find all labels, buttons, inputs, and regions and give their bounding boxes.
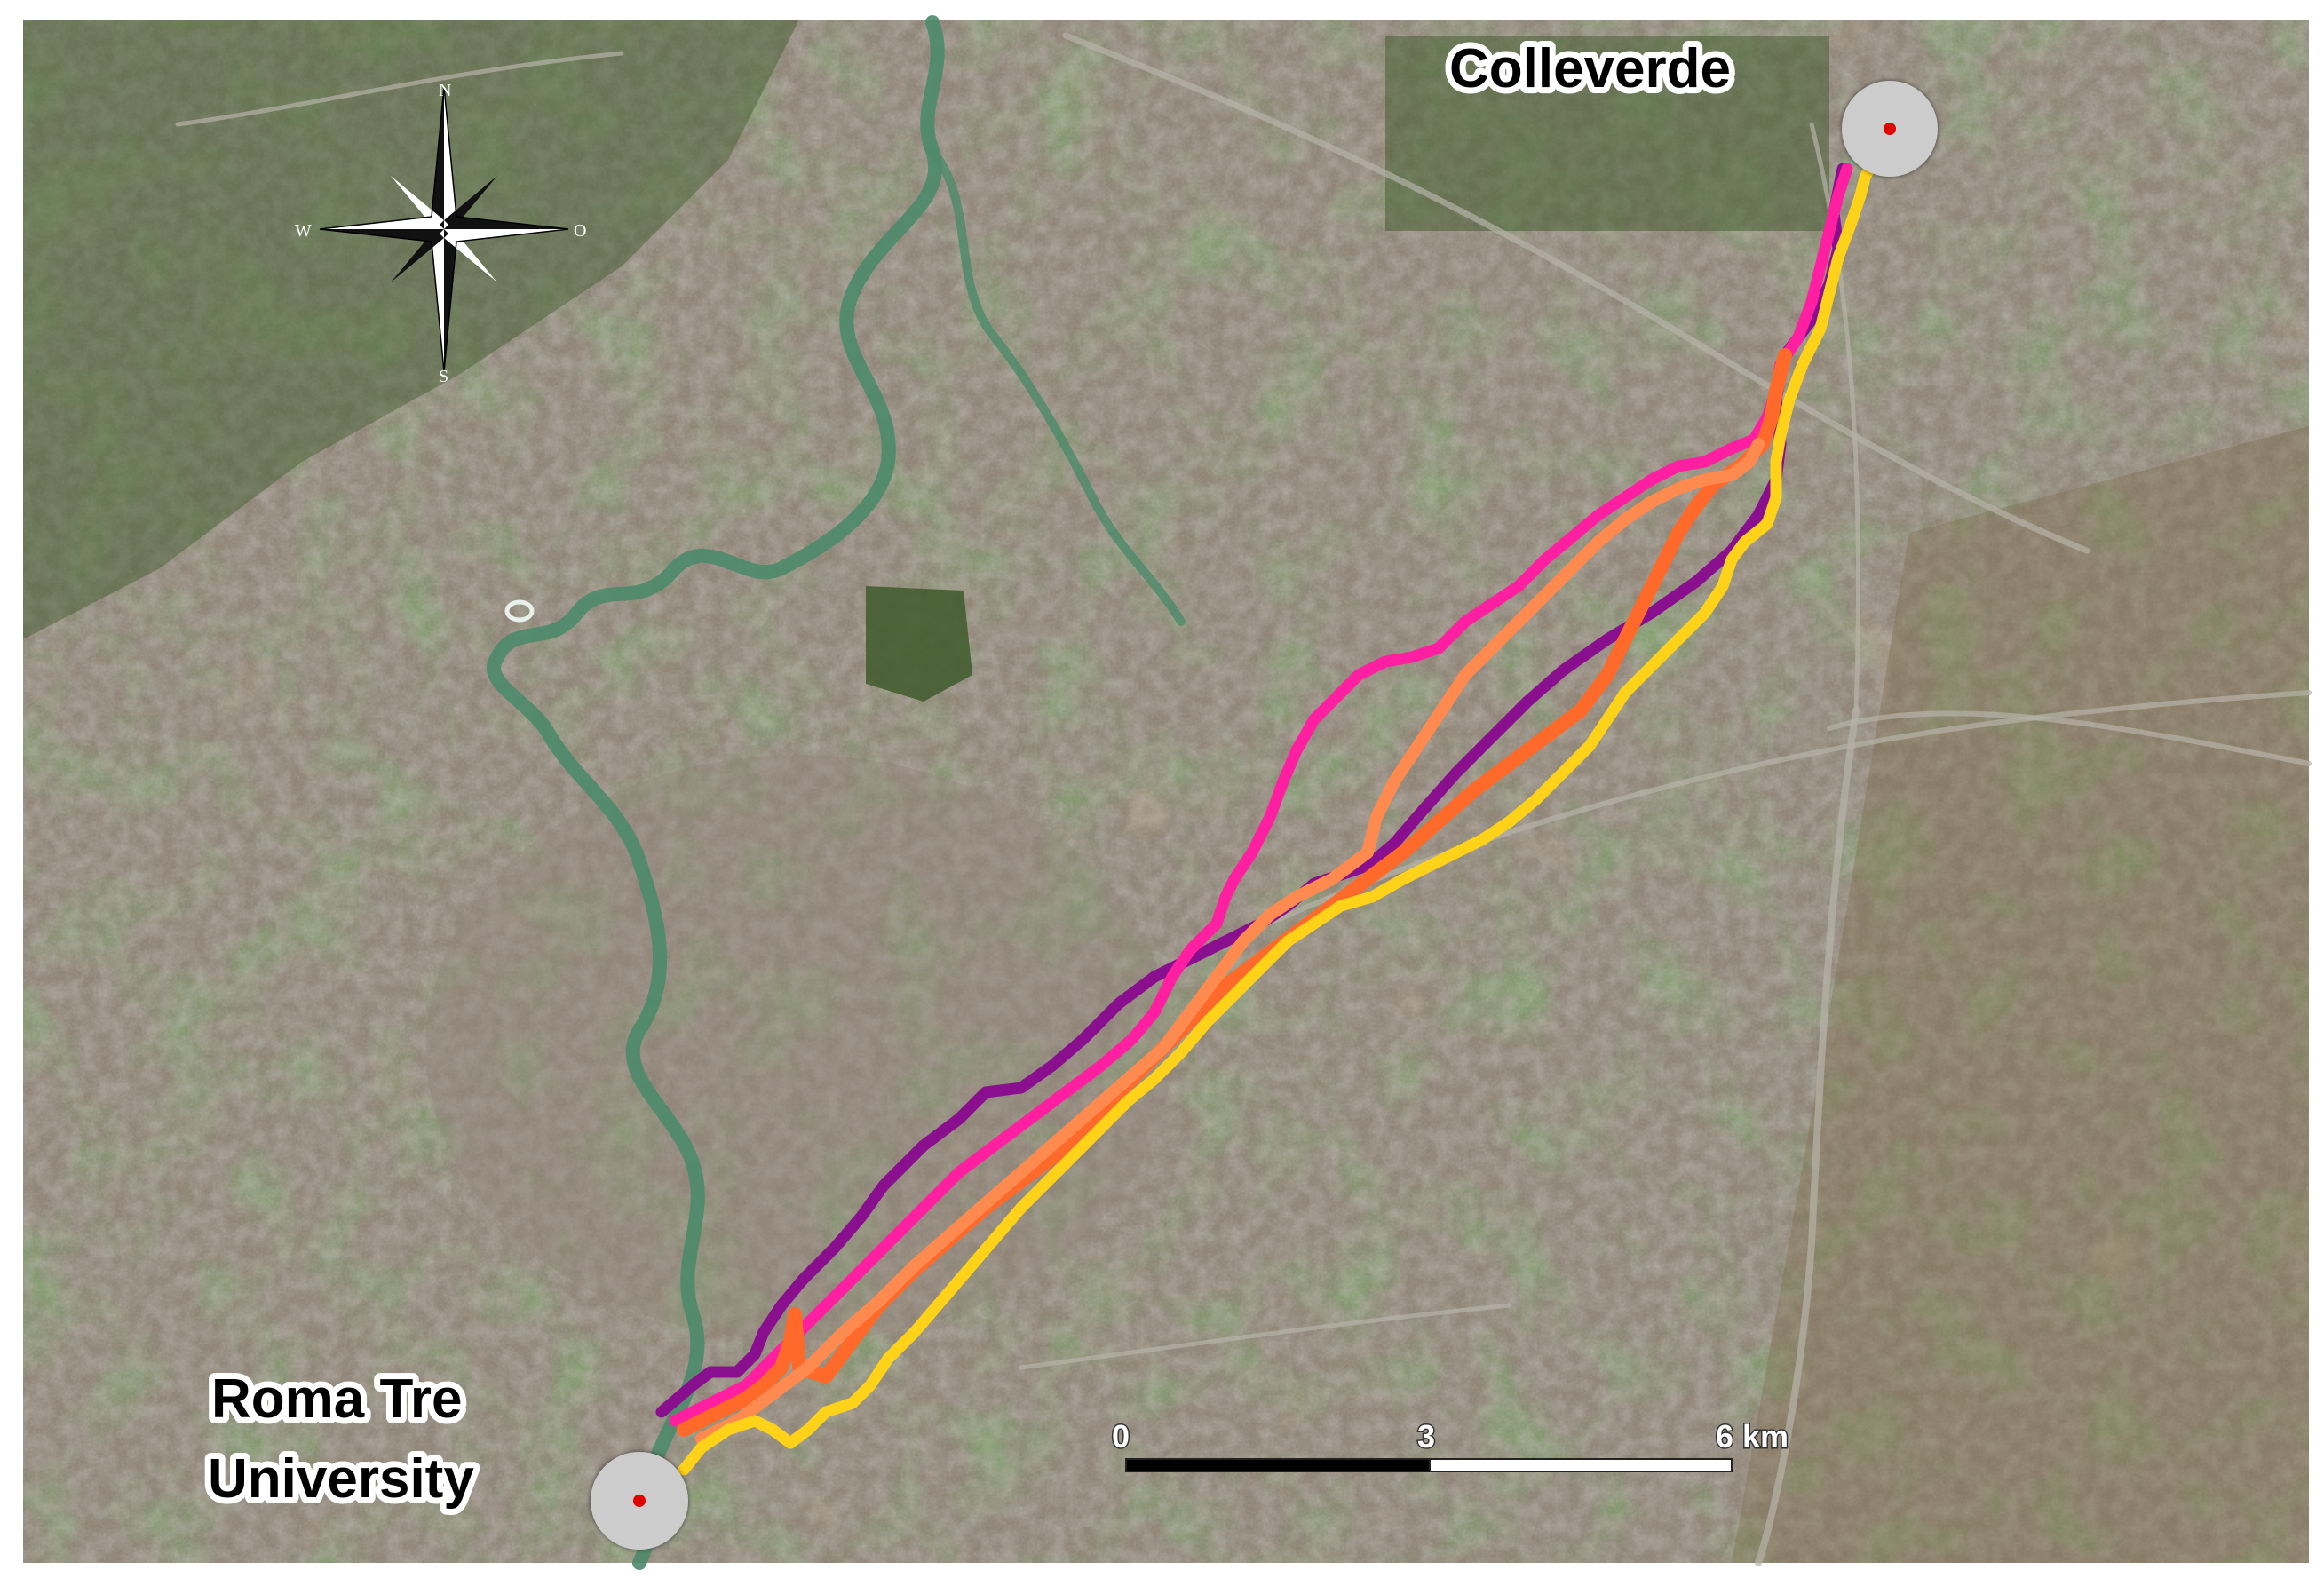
northeast-fields (1385, 36, 1829, 231)
road-south (1019, 1303, 1512, 1370)
destination-marker (1842, 81, 1938, 177)
fine-texture (23, 20, 2309, 1563)
scale-tick-3: 3 (1417, 1418, 1435, 1455)
scale-bar-empty (1429, 1458, 1733, 1472)
compass-star-icon (319, 86, 569, 372)
aniene-river (928, 147, 1186, 626)
northwest-hills (23, 20, 799, 639)
scale-tick-0: 0 (1112, 1418, 1130, 1455)
scale-tick-6km: 6 km (1716, 1418, 1789, 1455)
stadium (504, 599, 535, 623)
origin-label-line1: Roma Tre (211, 1368, 463, 1430)
road-a24 (1827, 710, 2312, 766)
east-farmland (1732, 426, 2309, 1563)
tiber-river (487, 15, 945, 1570)
compass-east: O (574, 221, 586, 241)
route-5 (678, 154, 1880, 1476)
scale-bar-filled (1125, 1458, 1431, 1472)
origin-marker (591, 1452, 688, 1550)
destination-dot (1884, 123, 1896, 135)
route-4 (695, 438, 1765, 1445)
origin-label-line2: University (208, 1448, 474, 1510)
city-center (426, 755, 1172, 1341)
road-north (1809, 122, 1861, 713)
compass-rose: N S W O (295, 81, 586, 386)
route-lines (655, 154, 1880, 1476)
destination-label: Colleverde (1449, 38, 1731, 99)
scale-bar: 0 3 6 km (1111, 1417, 1790, 1472)
origin-dot (633, 1495, 646, 1507)
compass-south: S (439, 367, 448, 386)
road-east (1152, 690, 2312, 979)
park (866, 586, 972, 702)
compass-north: N (439, 81, 451, 100)
compass-west: W (295, 221, 312, 241)
roads (175, 32, 2312, 1566)
satellite-imagery (23, 15, 2312, 1570)
road-northwest (175, 51, 624, 127)
ring-road-east (1755, 707, 1860, 1566)
road-northeast (1062, 32, 2090, 554)
